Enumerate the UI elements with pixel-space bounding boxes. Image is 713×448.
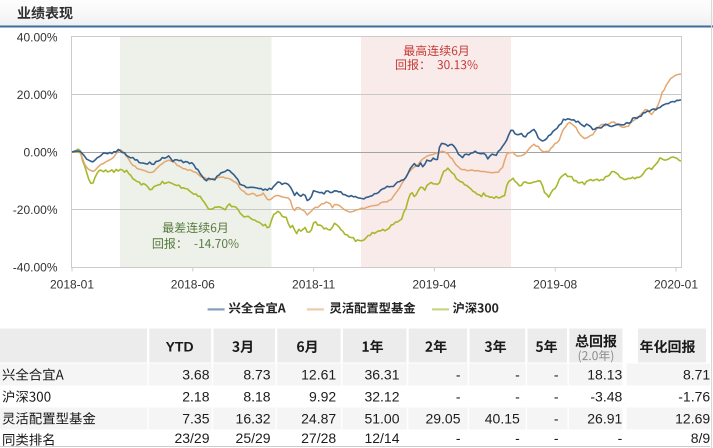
svg-text:29.05: 29.05 [425, 411, 460, 427]
svg-text:7.35: 7.35 [182, 411, 209, 427]
svg-text:2018-06: 2018-06 [171, 278, 215, 292]
svg-text:2020-01: 2020-01 [654, 278, 698, 292]
svg-text:51.00: 51.00 [364, 411, 399, 427]
svg-text:-: - [515, 430, 520, 446]
svg-text:24.87: 24.87 [301, 411, 336, 427]
svg-text:27/28: 27/28 [301, 430, 336, 446]
svg-text:2019-08: 2019-08 [533, 278, 577, 292]
svg-text:3.68: 3.68 [182, 367, 209, 383]
svg-text:20.00%: 20.00% [17, 88, 58, 102]
svg-text:18.13: 18.13 [587, 367, 622, 383]
svg-text:-: - [554, 411, 559, 427]
svg-text:36.31: 36.31 [364, 367, 399, 383]
svg-text:2.18: 2.18 [182, 389, 209, 405]
svg-text:32.12: 32.12 [364, 389, 399, 405]
svg-text:9.92: 9.92 [309, 389, 336, 405]
svg-text:-: - [515, 389, 520, 405]
svg-text:8.18: 8.18 [243, 389, 270, 405]
svg-text:-: - [456, 367, 461, 383]
svg-text:-3.48: -3.48 [590, 389, 622, 405]
svg-text:8/9: 8/9 [691, 430, 711, 446]
svg-text:8.71: 8.71 [683, 367, 710, 383]
svg-text:-: - [515, 367, 520, 383]
svg-text:2018-01: 2018-01 [50, 278, 94, 292]
svg-text:-20.00%: -20.00% [13, 203, 58, 217]
svg-text:8.73: 8.73 [243, 367, 270, 383]
svg-text:0.00%: 0.00% [23, 145, 57, 159]
svg-text:12.69: 12.69 [675, 411, 710, 427]
svg-text:-: - [554, 430, 559, 446]
svg-text:2018-11: 2018-11 [292, 278, 335, 292]
svg-text:-: - [554, 389, 559, 405]
svg-text:-: - [554, 367, 559, 383]
svg-text:YTD: YTD [166, 339, 194, 355]
svg-text:12.61: 12.61 [301, 367, 336, 383]
svg-text:-40.00%: -40.00% [13, 260, 58, 274]
svg-text:-: - [618, 430, 623, 446]
svg-text:-1.76: -1.76 [678, 389, 710, 405]
svg-text:26.91: 26.91 [587, 411, 622, 427]
svg-text:23/29: 23/29 [174, 430, 209, 446]
svg-text:16.32: 16.32 [236, 411, 271, 427]
svg-text:40.00%: 40.00% [17, 30, 58, 44]
svg-text:25/29: 25/29 [236, 430, 271, 446]
svg-text:-: - [456, 389, 461, 405]
svg-text:40.15: 40.15 [485, 411, 520, 427]
svg-text:12/14: 12/14 [364, 430, 399, 446]
svg-text:2019-04: 2019-04 [412, 278, 456, 292]
svg-text:-: - [456, 430, 461, 446]
